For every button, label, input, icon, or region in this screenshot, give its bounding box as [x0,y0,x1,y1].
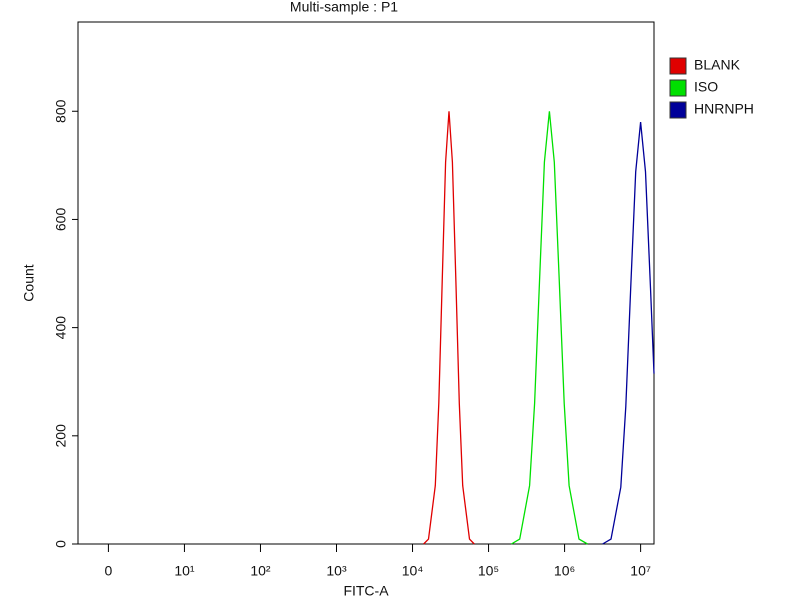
legend-swatch [669,79,687,97]
y-tick-label: 600 [53,208,69,232]
x-tick-label: 10¹ [174,563,195,579]
y-tick-label: 400 [53,316,69,340]
y-axis-label: Count [21,264,37,301]
x-tick-label: 10⁴ [402,563,424,579]
x-axis-label: FITC-A [343,583,389,599]
x-tick-label: 10⁶ [554,563,575,579]
chart-title: Multi-sample : P1 [290,0,398,15]
legend-label: BLANK [694,57,741,73]
legend-swatch [669,57,687,75]
x-tick-label: 10⁷ [630,563,651,579]
histogram-line [602,122,655,545]
histogram-line [423,111,475,545]
legend-swatch [669,101,687,119]
x-tick-label: 10³ [326,563,347,579]
y-tick-label: 0 [53,540,69,548]
plot-frame [77,21,655,545]
x-tick-label: 0 [105,563,113,579]
legend-label: HNRNPH [694,101,754,117]
y-tick-label: 800 [53,99,69,123]
x-tick-label: 10⁵ [478,563,499,579]
histogram-line [511,111,588,545]
legend-label: ISO [694,79,718,95]
x-tick-label: 10² [250,563,271,579]
y-tick-label: 200 [53,424,69,448]
